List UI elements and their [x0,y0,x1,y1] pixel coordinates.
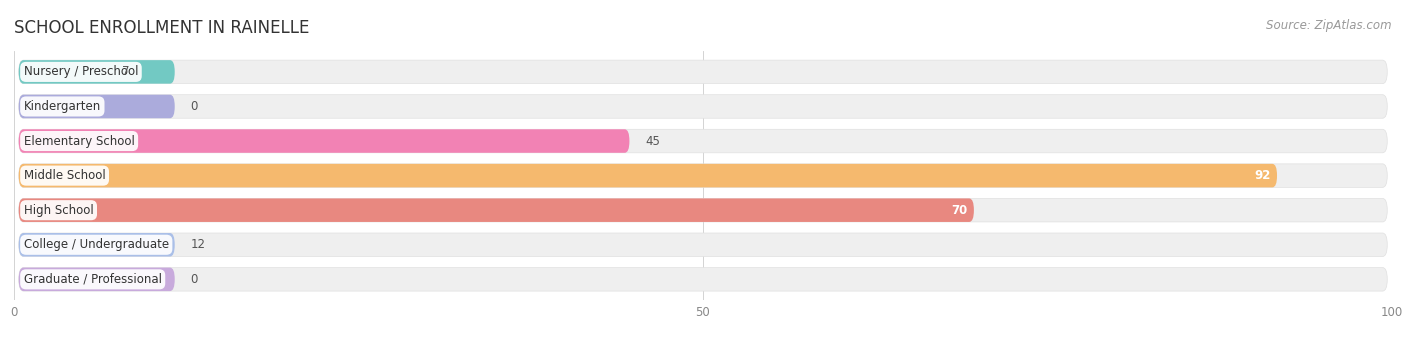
FancyBboxPatch shape [18,164,1277,187]
Text: SCHOOL ENROLLMENT IN RAINELLE: SCHOOL ENROLLMENT IN RAINELLE [14,19,309,37]
Text: Source: ZipAtlas.com: Source: ZipAtlas.com [1267,19,1392,32]
Text: Elementary School: Elementary School [24,135,135,148]
Text: Nursery / Preschool: Nursery / Preschool [24,65,138,78]
FancyBboxPatch shape [18,233,174,256]
Text: 70: 70 [952,204,967,217]
Text: 12: 12 [190,238,205,251]
FancyBboxPatch shape [18,60,1388,84]
Text: Graduate / Professional: Graduate / Professional [24,273,162,286]
Text: Middle School: Middle School [24,169,105,182]
Text: College / Undergraduate: College / Undergraduate [24,238,169,251]
FancyBboxPatch shape [18,268,174,291]
FancyBboxPatch shape [18,95,1388,118]
FancyBboxPatch shape [18,198,1388,222]
FancyBboxPatch shape [18,198,974,222]
FancyBboxPatch shape [18,95,174,118]
FancyBboxPatch shape [18,268,1388,291]
Text: 7: 7 [121,65,129,78]
Text: High School: High School [24,204,93,217]
FancyBboxPatch shape [18,60,174,84]
FancyBboxPatch shape [18,129,1388,153]
FancyBboxPatch shape [18,129,630,153]
Text: 45: 45 [645,135,659,148]
FancyBboxPatch shape [18,164,1388,187]
Text: Kindergarten: Kindergarten [24,100,101,113]
FancyBboxPatch shape [18,233,1388,256]
Text: 92: 92 [1254,169,1271,182]
Text: 0: 0 [190,273,198,286]
Text: 0: 0 [190,100,198,113]
